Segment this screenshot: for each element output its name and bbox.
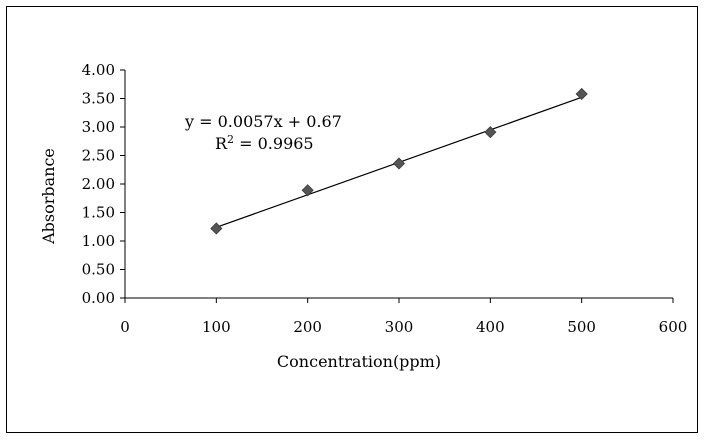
y-tick-label: 4.00 — [82, 61, 115, 79]
r-squared-label: R2 = 0.9965 — [215, 133, 314, 153]
x-ticks: 0 100 200 300 400 500 600 — [120, 298, 687, 336]
axes — [124, 70, 673, 299]
x-tick-label: 600 — [659, 318, 688, 336]
x-tick-label: 200 — [293, 318, 322, 336]
y-tick-label: 2.00 — [82, 175, 115, 193]
x-tick-label: 0 — [120, 318, 130, 336]
data-point-diamond — [575, 87, 588, 101]
x-axis-title: Concentration(ppm) — [277, 352, 441, 371]
y-tick-label: 2.50 — [82, 147, 115, 165]
x-tick-label: 300 — [385, 318, 414, 336]
x-tick-label: 500 — [567, 318, 596, 336]
chart-frame: 0.00 0.50 1.00 1.50 2.00 2.50 3.00 3.50 4.00 0 10… — [6, 6, 698, 433]
x-tick-label: 400 — [476, 318, 505, 336]
y-axis-title: Absorbance — [39, 148, 58, 245]
y-tick-label: 1.50 — [82, 204, 115, 222]
trendline-equation: y = 0.0057x + 0.67 — [184, 112, 342, 131]
r-squared-superscript: 2 — [227, 133, 234, 146]
data-point-diamond — [301, 184, 314, 197]
data-point-diamond — [210, 222, 223, 235]
r-squared-value: = 0.9965 — [234, 134, 314, 153]
data-point-diamond — [392, 157, 406, 170]
x-tick-label: 100 — [202, 318, 231, 336]
data-points — [210, 87, 588, 235]
y-tick-label: 0.00 — [82, 289, 115, 307]
y-tick-label: 3.00 — [82, 118, 115, 136]
y-tick-label: 1.00 — [82, 232, 115, 250]
y-tick-label: 0.50 — [82, 261, 115, 279]
r-squared-prefix: R — [215, 134, 228, 153]
y-tick-label: 3.50 — [82, 90, 115, 108]
chart-svg: 0.00 0.50 1.00 1.50 2.00 2.50 3.00 3.50 4.00 0 10… — [39, 61, 687, 371]
data-point-diamond — [484, 126, 497, 139]
y-ticks: 0.00 0.50 1.00 1.50 2.00 2.50 3.00 3.50 4.00 — [82, 61, 125, 307]
